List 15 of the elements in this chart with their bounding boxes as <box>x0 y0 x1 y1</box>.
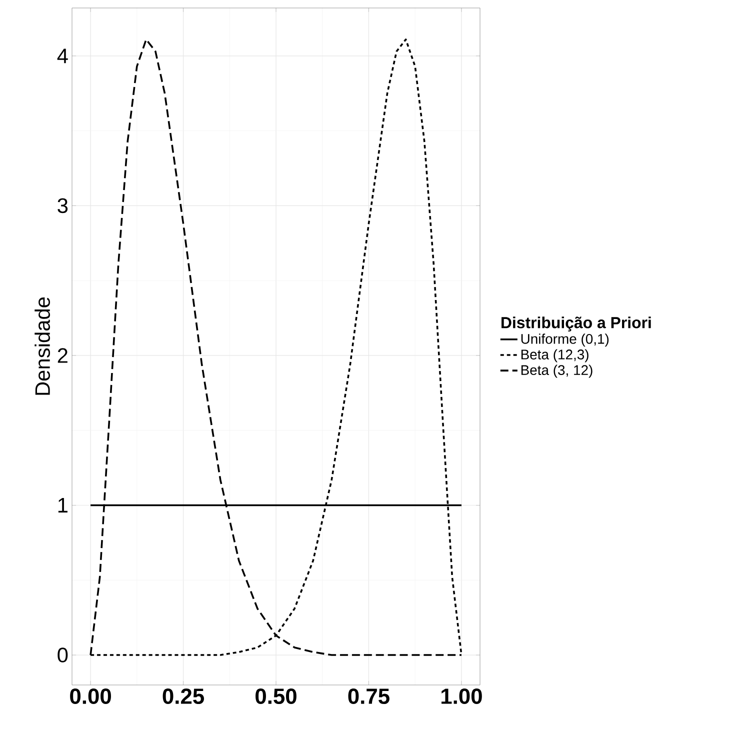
legend-label: Beta (12,3) <box>521 349 588 362</box>
legend-label: Beta (3, 12) <box>521 364 592 378</box>
x-tick-label: 0.75 <box>348 688 390 704</box>
x-tick-label: 0.00 <box>70 688 111 704</box>
x-tick-label: 0.50 <box>256 688 296 704</box>
y-tick-label: 2 <box>58 348 68 363</box>
y-tick-label: 4 <box>57 48 68 64</box>
y-tick-label: 1 <box>58 498 68 512</box>
x-tick-label: 1.00 <box>442 688 482 704</box>
y-axis-title: Densidade <box>34 297 50 395</box>
legend-label: Uniforme (0,1) <box>521 334 609 347</box>
y-tick-label: 0 <box>58 648 68 662</box>
y-tick-label: 3 <box>58 198 68 214</box>
legend-title: Distribuição a Priori <box>502 316 651 332</box>
x-tick-label: 0.25 <box>162 688 204 704</box>
